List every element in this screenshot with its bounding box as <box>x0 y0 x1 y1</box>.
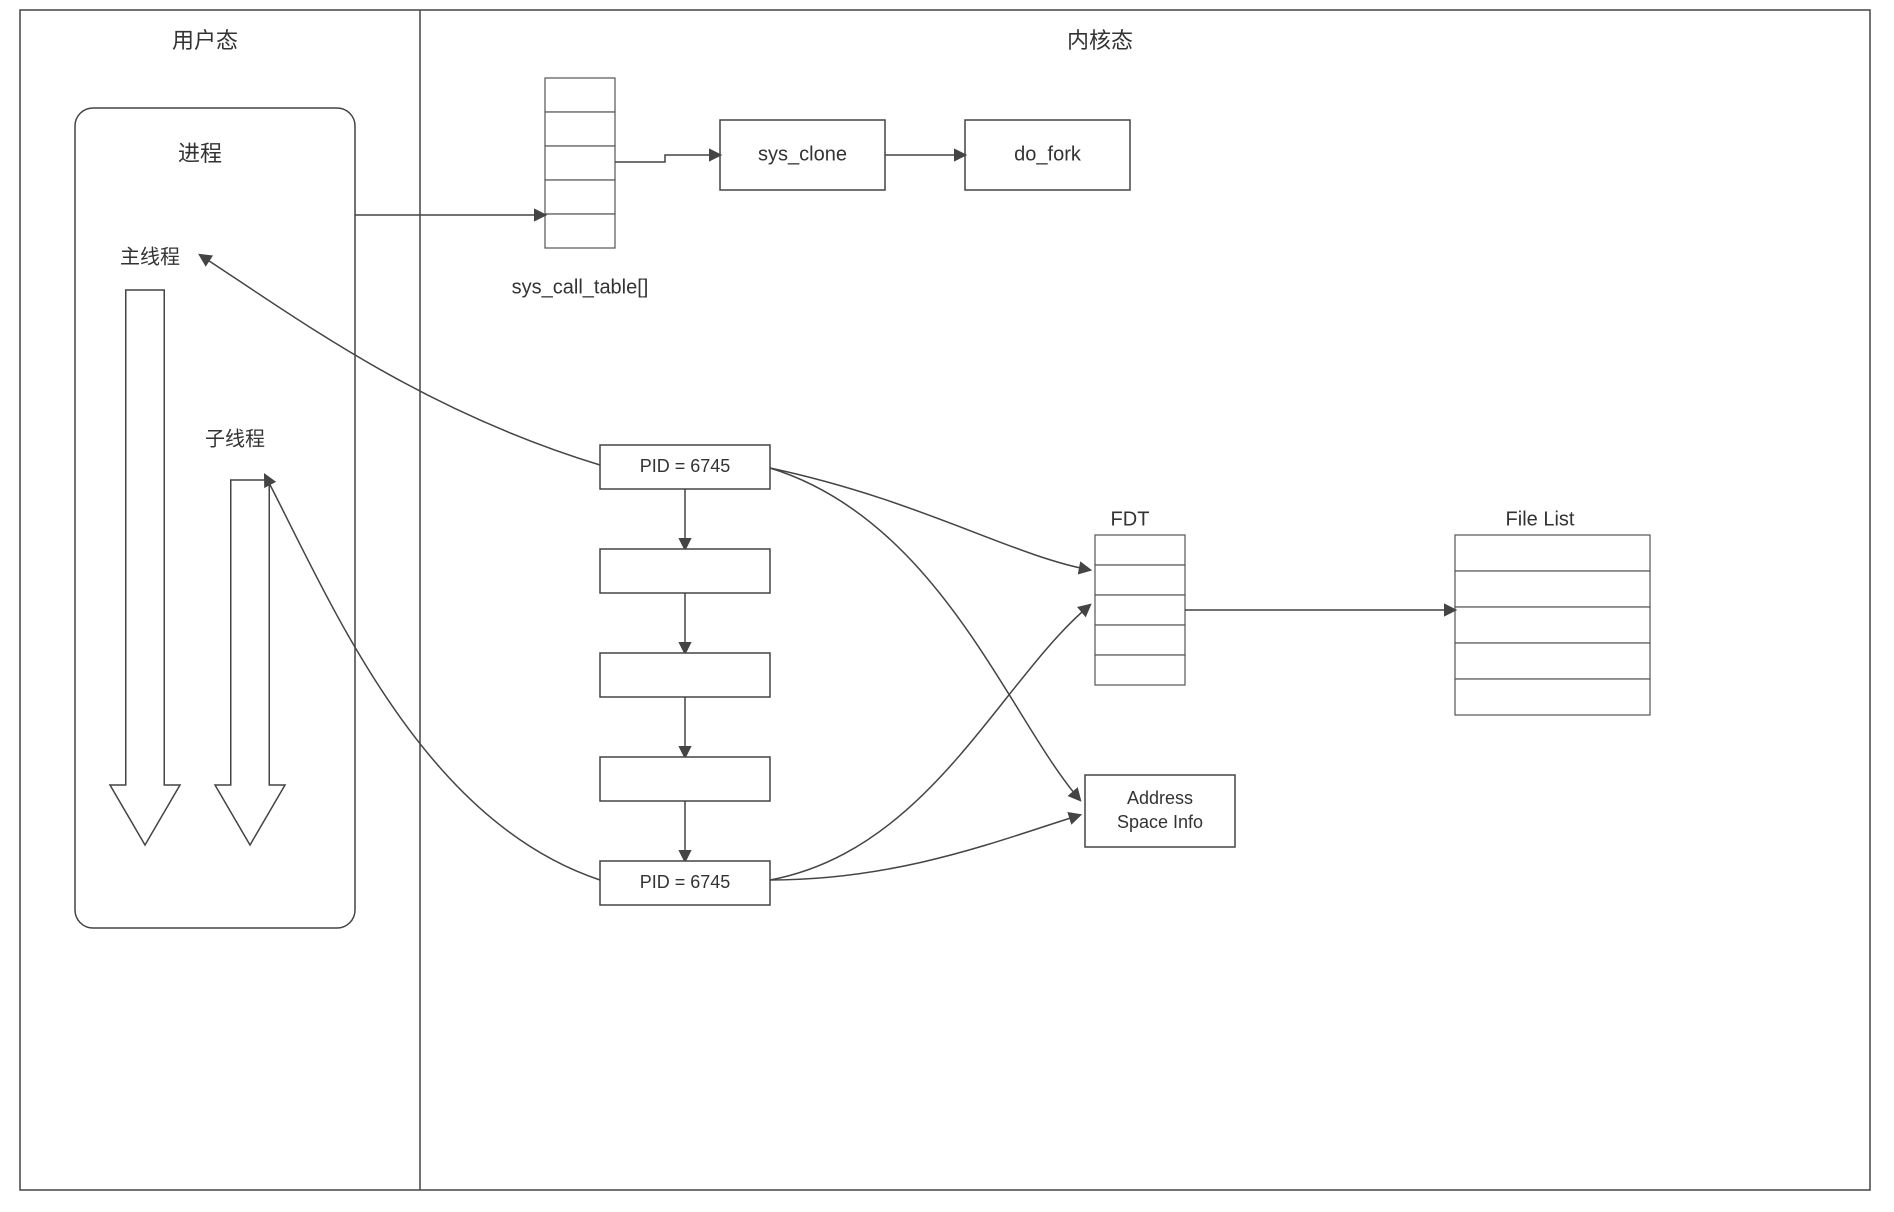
sys-call-table-cell <box>545 112 615 146</box>
file-list-cell <box>1455 607 1650 643</box>
file-list-label: File List <box>1506 508 1575 530</box>
sys-call-table-cell <box>545 214 615 248</box>
pid-chain-box <box>600 653 770 697</box>
file-list-cell <box>1455 535 1650 571</box>
header-user-mode: 用户态 <box>172 28 238 53</box>
fdt-label: FDT <box>1111 508 1150 530</box>
fdt-cell <box>1095 625 1185 655</box>
pid-bottom-label: PID = 6745 <box>640 872 731 892</box>
file-list-cell <box>1455 679 1650 715</box>
fdt-cell <box>1095 655 1185 685</box>
address-space-line1: Address <box>1127 788 1193 808</box>
pid-top-label: PID = 6745 <box>640 456 731 476</box>
header-kernel-mode: 内核态 <box>1067 28 1133 53</box>
file-list-cell <box>1455 643 1650 679</box>
sys-call-table-caption: sys_call_table[] <box>512 276 649 298</box>
main-thread-label: 主线程 <box>120 245 180 268</box>
sys-call-table-cell <box>545 180 615 214</box>
pid-chain-box <box>600 549 770 593</box>
sys-call-table-cell <box>545 146 615 180</box>
fdt-cell <box>1095 595 1185 625</box>
file-list-cell <box>1455 571 1650 607</box>
fdt-cell <box>1095 535 1185 565</box>
pid-chain-box <box>600 757 770 801</box>
process-title: 进程 <box>178 141 222 166</box>
sys-clone-box-label: sys_clone <box>758 143 847 165</box>
child-thread-label: 子线程 <box>205 427 265 450</box>
fdt-cell <box>1095 565 1185 595</box>
sys-call-table-cell <box>545 78 615 112</box>
do-fork-box-label: do_fork <box>1014 143 1082 165</box>
address-space-line2: Space Info <box>1117 812 1203 832</box>
process-panel <box>75 108 355 928</box>
